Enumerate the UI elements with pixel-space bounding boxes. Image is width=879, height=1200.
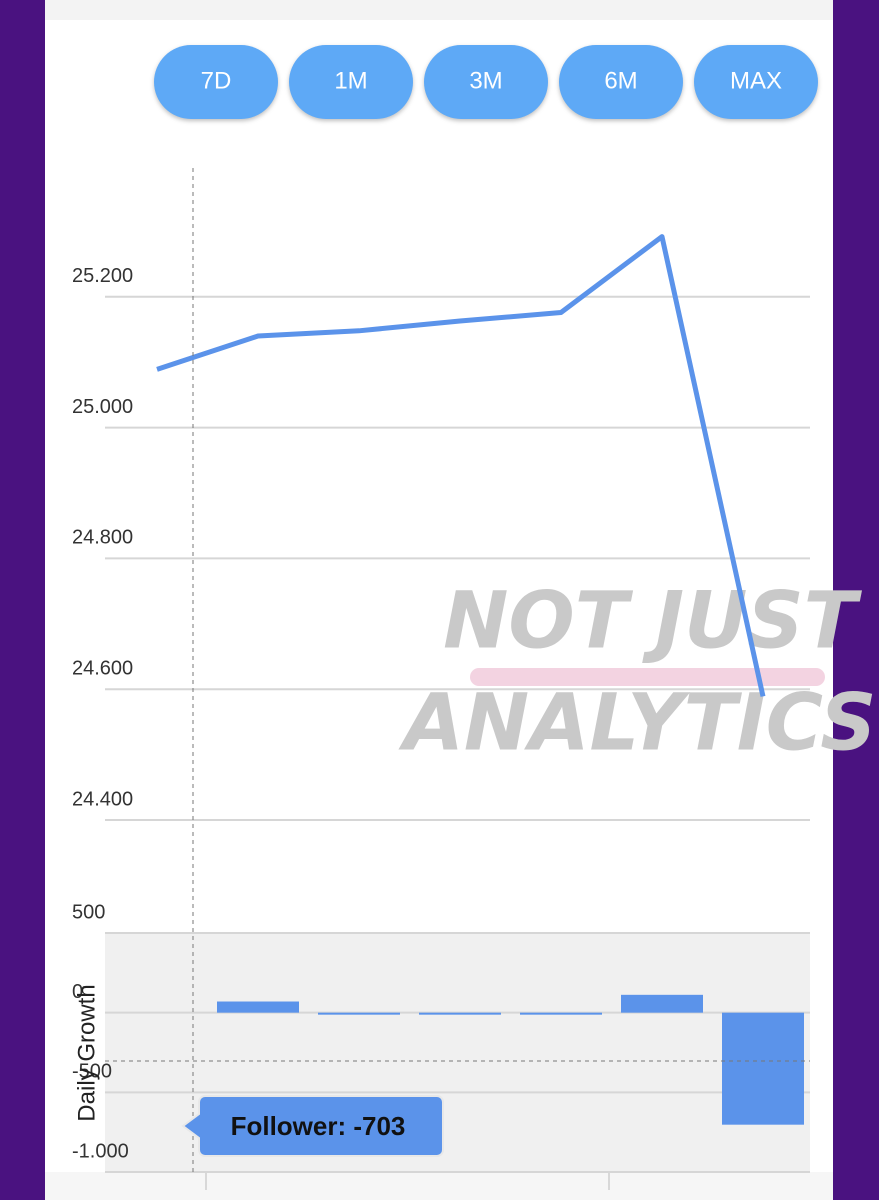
watermark-text: NOT JUST bbox=[443, 576, 862, 666]
bar bbox=[419, 1012, 501, 1015]
watermark: NOT JUST ANALYTICS bbox=[398, 576, 877, 768]
y-tick-label: 24.400 bbox=[72, 788, 133, 810]
y-tick-label: -1.000 bbox=[72, 1140, 129, 1162]
button-bg[interactable] bbox=[559, 45, 683, 119]
top-bar bbox=[45, 0, 833, 20]
watermark-text: ANALYTICS bbox=[398, 678, 877, 768]
bar bbox=[217, 1001, 299, 1013]
range-button[interactable]: 6M bbox=[559, 45, 683, 119]
tooltip-text: Follower: -703 bbox=[231, 1111, 406, 1141]
button-label[interactable]: 3M bbox=[469, 67, 502, 94]
y-axis-label: Daily Growth bbox=[73, 984, 100, 1121]
x-axis-area bbox=[45, 1172, 833, 1200]
button-bg[interactable] bbox=[424, 45, 548, 119]
line-series bbox=[156, 234, 766, 697]
y-tick-label: 0 bbox=[72, 981, 83, 1003]
tooltip: Follower: -703 bbox=[181, 1095, 444, 1157]
range-button[interactable]: 1M bbox=[289, 45, 413, 119]
bar bbox=[318, 1012, 400, 1015]
y-tick-label: 24.800 bbox=[72, 527, 133, 549]
button-label[interactable]: 6M bbox=[604, 67, 637, 94]
watermark-stripe bbox=[470, 668, 825, 686]
y-tick-label: 25.000 bbox=[72, 396, 133, 418]
y-tick-label: 24.600 bbox=[72, 657, 133, 679]
y-tick-label: 25.200 bbox=[72, 265, 133, 287]
range-button[interactable]: MAX bbox=[694, 45, 818, 119]
button-label[interactable]: MAX bbox=[730, 67, 782, 94]
y-tick-label: 500 bbox=[72, 901, 105, 923]
bar bbox=[520, 1012, 602, 1015]
button-label[interactable]: 1M bbox=[334, 67, 367, 94]
range-button[interactable]: 3M bbox=[424, 45, 548, 119]
button-label[interactable]: 7D bbox=[201, 67, 232, 94]
button-bg[interactable] bbox=[694, 45, 818, 119]
range-button[interactable]: 7D bbox=[154, 45, 278, 119]
button-bg[interactable] bbox=[289, 45, 413, 119]
tooltip-box bbox=[181, 1095, 444, 1157]
y-tick-label: -500 bbox=[72, 1061, 112, 1083]
bar bbox=[621, 994, 703, 1013]
bar bbox=[722, 1012, 804, 1125]
button-bg[interactable] bbox=[154, 45, 278, 119]
